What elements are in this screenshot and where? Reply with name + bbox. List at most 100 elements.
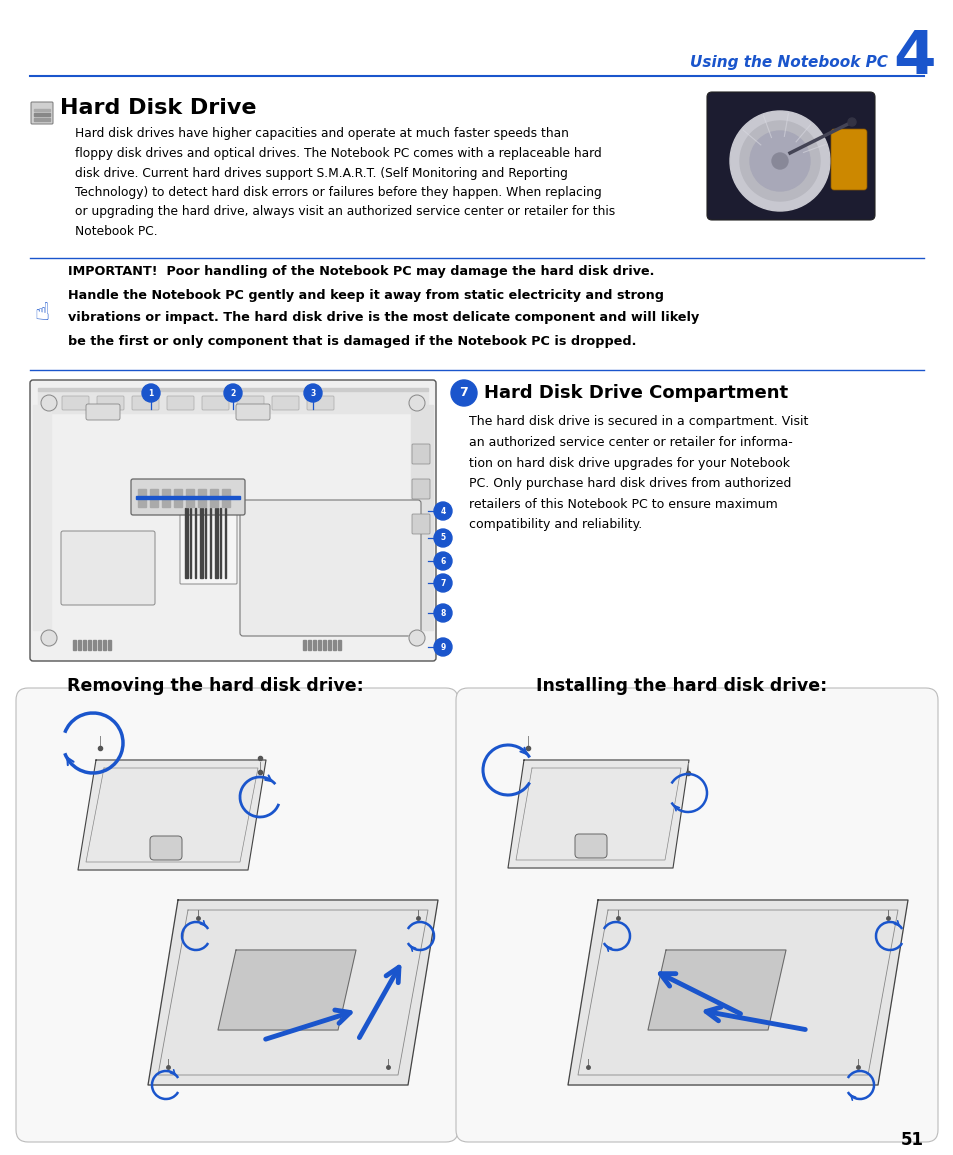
- Text: The hard disk drive is secured in a compartment. Visit: The hard disk drive is secured in a comp…: [469, 416, 807, 429]
- Circle shape: [740, 121, 820, 201]
- Bar: [220, 508, 221, 578]
- FancyBboxPatch shape: [272, 396, 298, 410]
- Text: 1: 1: [149, 388, 153, 397]
- FancyBboxPatch shape: [180, 492, 236, 584]
- Bar: [328, 640, 331, 650]
- Circle shape: [41, 629, 57, 646]
- Bar: [173, 489, 182, 507]
- Bar: [214, 508, 218, 578]
- Circle shape: [434, 604, 452, 623]
- Circle shape: [304, 383, 322, 402]
- Text: or upgrading the hard drive, always visit an authorized service center or retail: or upgrading the hard drive, always visi…: [75, 206, 615, 218]
- Circle shape: [41, 395, 57, 411]
- Bar: [33, 405, 51, 629]
- Text: 2: 2: [230, 388, 235, 397]
- Text: vibrations or impact. The hard disk drive is the most delicate component and wil: vibrations or impact. The hard disk driv…: [68, 312, 699, 325]
- Text: compatibility and reliability.: compatibility and reliability.: [469, 517, 641, 531]
- Circle shape: [434, 502, 452, 520]
- Bar: [88, 640, 91, 650]
- Circle shape: [847, 118, 855, 126]
- Circle shape: [729, 111, 829, 211]
- Text: Handle the Notebook PC gently and keep it away from static electricity and stron: Handle the Notebook PC gently and keep i…: [68, 289, 663, 301]
- Polygon shape: [78, 760, 266, 870]
- Polygon shape: [647, 951, 785, 1030]
- Bar: [225, 508, 226, 578]
- Bar: [308, 640, 311, 650]
- FancyBboxPatch shape: [167, 396, 193, 410]
- Bar: [34, 118, 50, 121]
- Bar: [34, 109, 50, 111]
- FancyBboxPatch shape: [412, 514, 430, 534]
- Bar: [103, 640, 106, 650]
- Text: 9: 9: [440, 642, 445, 651]
- FancyBboxPatch shape: [30, 102, 53, 124]
- Circle shape: [224, 383, 242, 402]
- Bar: [210, 508, 212, 578]
- Bar: [150, 489, 158, 507]
- Text: floppy disk drives and optical drives. The Notebook PC comes with a replaceable : floppy disk drives and optical drives. T…: [75, 147, 601, 161]
- Text: Hard Disk Drive Compartment: Hard Disk Drive Compartment: [483, 383, 787, 402]
- Text: IMPORTANT!  Poor handling of the Notebook PC may damage the hard disk drive.: IMPORTANT! Poor handling of the Notebook…: [68, 266, 654, 278]
- Text: ☝: ☝: [34, 301, 50, 325]
- Text: 4: 4: [893, 29, 935, 88]
- FancyBboxPatch shape: [456, 688, 937, 1142]
- FancyBboxPatch shape: [412, 444, 430, 464]
- Circle shape: [434, 552, 452, 571]
- Circle shape: [434, 574, 452, 593]
- Circle shape: [434, 529, 452, 547]
- Text: 51: 51: [900, 1131, 923, 1149]
- Bar: [83, 640, 86, 650]
- FancyBboxPatch shape: [307, 396, 334, 410]
- Text: be the first or only component that is damaged if the Notebook PC is dropped.: be the first or only component that is d…: [68, 335, 636, 348]
- Polygon shape: [148, 900, 437, 1085]
- Bar: [108, 640, 111, 650]
- Text: PC. Only purchase hard disk drives from authorized: PC. Only purchase hard disk drives from …: [469, 477, 791, 490]
- Text: Using the Notebook PC: Using the Notebook PC: [689, 54, 887, 69]
- Bar: [337, 640, 340, 650]
- FancyBboxPatch shape: [236, 396, 264, 410]
- FancyBboxPatch shape: [240, 500, 420, 636]
- FancyBboxPatch shape: [706, 92, 874, 219]
- Bar: [138, 489, 146, 507]
- Text: Removing the hard disk drive:: Removing the hard disk drive:: [67, 677, 363, 695]
- Polygon shape: [567, 900, 907, 1085]
- Bar: [92, 640, 96, 650]
- Text: disk drive. Current hard drives support S.M.A.R.T. (Self Monitoring and Reportin: disk drive. Current hard drives support …: [75, 166, 567, 179]
- Polygon shape: [218, 951, 355, 1030]
- FancyBboxPatch shape: [30, 380, 436, 661]
- Text: Installing the hard disk drive:: Installing the hard disk drive:: [536, 677, 827, 695]
- Circle shape: [409, 395, 424, 411]
- Text: Hard disk drives have higher capacities and operate at much faster speeds than: Hard disk drives have higher capacities …: [75, 127, 568, 141]
- Text: Notebook PC.: Notebook PC.: [75, 225, 157, 238]
- Text: Technology) to detect hard disk errors or failures before they happen. When repl: Technology) to detect hard disk errors o…: [75, 186, 601, 199]
- Bar: [185, 508, 188, 578]
- FancyBboxPatch shape: [131, 479, 245, 515]
- Text: 8: 8: [440, 609, 445, 618]
- FancyBboxPatch shape: [132, 396, 159, 410]
- Bar: [190, 508, 192, 578]
- FancyBboxPatch shape: [235, 404, 270, 420]
- FancyBboxPatch shape: [830, 129, 866, 191]
- Bar: [200, 508, 203, 578]
- Circle shape: [749, 131, 809, 191]
- FancyBboxPatch shape: [202, 396, 229, 410]
- Bar: [136, 495, 240, 499]
- Bar: [210, 489, 218, 507]
- Bar: [38, 392, 428, 413]
- Bar: [194, 508, 196, 578]
- Bar: [198, 489, 206, 507]
- Text: retailers of this Notebook PC to ensure maximum: retailers of this Notebook PC to ensure …: [469, 498, 777, 511]
- Circle shape: [409, 629, 424, 646]
- Polygon shape: [507, 760, 688, 869]
- Bar: [186, 489, 193, 507]
- FancyBboxPatch shape: [412, 479, 430, 499]
- FancyBboxPatch shape: [97, 396, 124, 410]
- Text: 7: 7: [459, 387, 468, 400]
- Bar: [205, 508, 206, 578]
- Circle shape: [771, 152, 787, 169]
- Text: Hard Disk Drive: Hard Disk Drive: [60, 98, 256, 118]
- Text: tion on hard disk drive upgrades for your Notebook: tion on hard disk drive upgrades for you…: [469, 456, 789, 469]
- Bar: [222, 489, 230, 507]
- Text: 5: 5: [440, 534, 445, 543]
- FancyBboxPatch shape: [575, 834, 606, 858]
